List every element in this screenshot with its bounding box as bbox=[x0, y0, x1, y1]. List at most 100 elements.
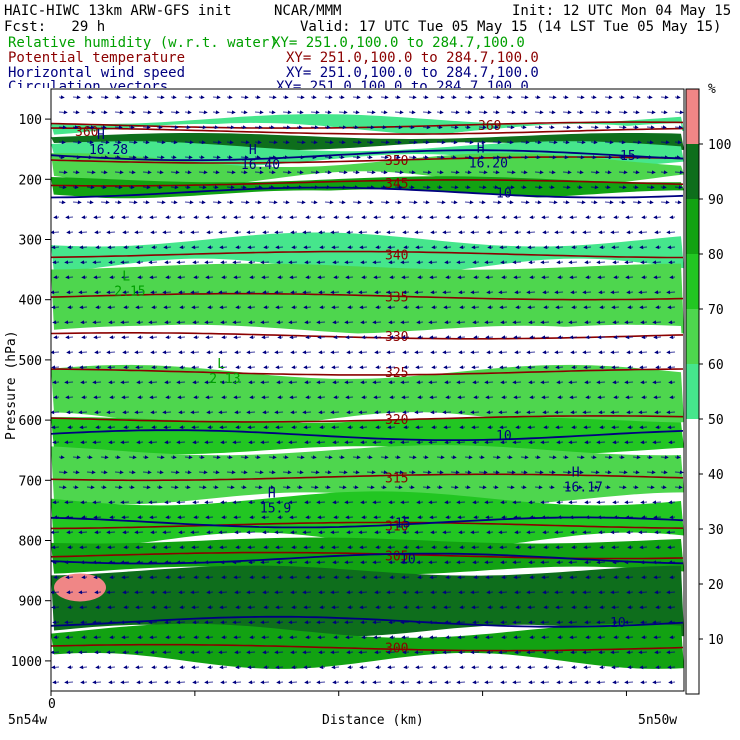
wind-vector bbox=[624, 440, 634, 445]
wind-vector bbox=[501, 575, 508, 580]
wind-vector bbox=[555, 605, 564, 610]
wind-vector bbox=[151, 545, 158, 550]
wind-vector bbox=[624, 320, 634, 325]
wind-vector bbox=[626, 650, 634, 655]
colorbar-tick-label: 90 bbox=[708, 193, 724, 208]
wind-vector bbox=[206, 290, 214, 295]
wind-vector bbox=[548, 170, 556, 175]
wind-vector bbox=[205, 335, 214, 340]
wind-vector bbox=[94, 530, 102, 535]
wind-vector bbox=[582, 530, 592, 535]
wind-vector bbox=[653, 515, 662, 520]
wind-vector bbox=[346, 650, 354, 655]
wind-vector bbox=[512, 680, 522, 685]
wind-vector bbox=[632, 455, 641, 460]
wind-vector bbox=[512, 560, 522, 565]
wind-vector bbox=[387, 545, 396, 550]
wind-vector bbox=[233, 635, 242, 640]
wind-vector bbox=[93, 575, 102, 580]
wind-vector bbox=[248, 560, 256, 565]
wind-vector bbox=[219, 605, 228, 610]
wind-vector bbox=[473, 575, 480, 580]
wind-vector bbox=[571, 305, 578, 310]
wind-vector bbox=[366, 455, 373, 460]
wind-vector bbox=[625, 215, 634, 220]
wind-vector bbox=[668, 500, 676, 505]
wind-vector bbox=[51, 230, 60, 235]
wind-vector bbox=[612, 320, 620, 325]
wind-vector bbox=[484, 680, 494, 685]
wind-vector bbox=[204, 260, 214, 265]
wind-vector bbox=[151, 425, 158, 430]
wind-vector bbox=[67, 365, 74, 370]
wind-vector bbox=[612, 500, 620, 505]
wind-vector bbox=[640, 560, 648, 565]
wind-vector bbox=[347, 245, 354, 250]
wind-vector bbox=[109, 395, 116, 400]
wind-vector bbox=[332, 620, 340, 625]
wind-vector bbox=[429, 395, 438, 400]
wind-vector bbox=[235, 545, 242, 550]
wind-vector bbox=[80, 320, 88, 325]
wind-vector bbox=[184, 185, 191, 190]
wind-vector bbox=[501, 395, 508, 400]
wind-vector bbox=[192, 380, 200, 385]
wind-vector bbox=[520, 140, 530, 145]
theta-contour bbox=[51, 473, 684, 482]
wind-vector bbox=[198, 140, 206, 145]
theta-contour-label: 330 bbox=[385, 330, 408, 345]
wind-vector bbox=[374, 530, 382, 535]
wind-vector bbox=[58, 485, 67, 490]
wind-vector bbox=[515, 365, 522, 370]
wind-vector bbox=[205, 515, 214, 520]
wind-vector bbox=[543, 425, 550, 430]
wind-vector bbox=[402, 230, 410, 235]
wind-vector bbox=[262, 530, 270, 535]
wind-vector bbox=[498, 410, 508, 415]
wind-vector bbox=[583, 245, 592, 250]
wind-vector bbox=[109, 515, 116, 520]
wind-vector bbox=[226, 470, 236, 475]
wind-vector bbox=[288, 380, 298, 385]
wind-vector bbox=[296, 95, 305, 100]
wind-vector bbox=[610, 530, 620, 535]
wind-vector bbox=[170, 95, 177, 100]
wind-vector bbox=[486, 530, 494, 535]
wind-vector bbox=[583, 545, 592, 550]
wind-vector bbox=[289, 215, 298, 220]
wind-vector bbox=[638, 530, 648, 535]
colorbar-band bbox=[686, 199, 699, 254]
wind-vector bbox=[500, 380, 508, 385]
y-tick-label: 700 bbox=[19, 474, 42, 489]
wind-vector bbox=[51, 650, 60, 655]
wind-vector bbox=[345, 335, 354, 340]
wind-vector bbox=[318, 590, 326, 595]
wind-vector bbox=[422, 200, 430, 205]
wind-vector bbox=[352, 140, 362, 145]
wind-vector bbox=[443, 245, 452, 250]
wind-vector bbox=[305, 515, 312, 520]
wind-vector bbox=[585, 515, 592, 520]
field-xy-theta: XY= 251.0,100.0 to 284.7,100.0 bbox=[286, 50, 539, 66]
wind-vector bbox=[618, 155, 625, 160]
wind-vector bbox=[450, 485, 459, 490]
wind-vector bbox=[464, 125, 471, 130]
wind-vector bbox=[207, 605, 214, 610]
wind-vector bbox=[79, 425, 88, 430]
wind-vector bbox=[66, 530, 74, 535]
wind-vector bbox=[331, 665, 340, 670]
wind-vector bbox=[501, 335, 508, 340]
wind-vector bbox=[506, 455, 513, 460]
wind-vector bbox=[422, 140, 430, 145]
wind-vector bbox=[520, 95, 529, 100]
wind-vector bbox=[428, 500, 438, 505]
wind-contour-label: 10 bbox=[496, 429, 512, 444]
wind-vector bbox=[458, 530, 466, 535]
wind-vector bbox=[380, 95, 389, 100]
wind-vector bbox=[333, 335, 340, 340]
wind-vector bbox=[555, 665, 564, 670]
wind-vector bbox=[324, 455, 333, 460]
wind-vector bbox=[417, 575, 424, 580]
